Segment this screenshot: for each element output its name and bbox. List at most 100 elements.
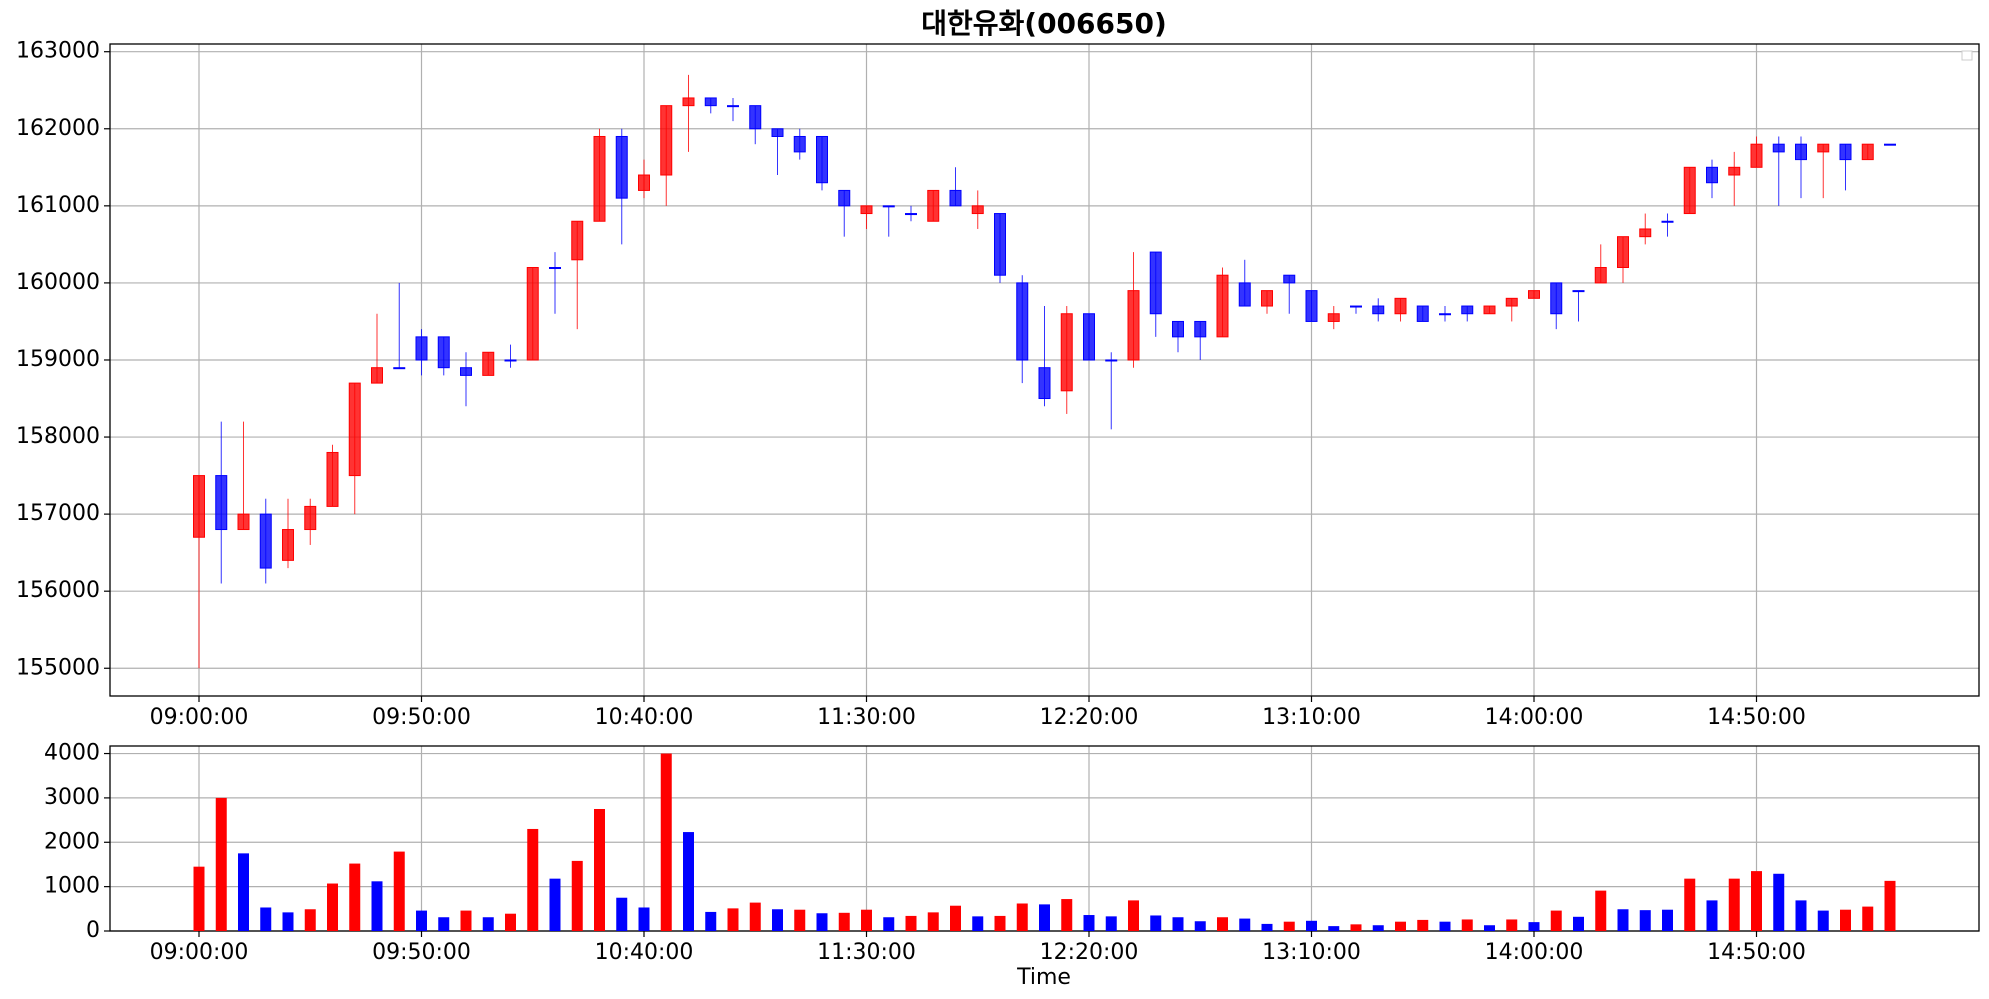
candle-body [1105, 359, 1118, 362]
volume-bar [727, 908, 739, 931]
candle-body [593, 135, 606, 222]
volume-bar [371, 881, 383, 931]
y-tick-label: 161000 [16, 193, 100, 218]
candle-body [1572, 290, 1585, 293]
volume-bar [1617, 909, 1629, 931]
candle-body [682, 97, 695, 107]
candle-body [949, 189, 962, 207]
candle-body [415, 336, 428, 361]
candle-body [1505, 297, 1518, 307]
volume-bar [1728, 878, 1740, 931]
candle-body [1083, 313, 1095, 361]
x-tick-label: 09:50:00 [372, 940, 471, 965]
x-tick-label: 14:00:00 [1485, 705, 1584, 730]
candle-body [1661, 220, 1674, 223]
candle-body [371, 367, 383, 384]
candle-body [1795, 143, 1807, 161]
candle-body [1038, 367, 1051, 400]
candle-body [1461, 305, 1474, 315]
candle-body [1172, 320, 1184, 338]
volume-bar [1817, 910, 1829, 931]
volume-bar [215, 797, 227, 931]
candle-body [549, 266, 561, 269]
y-tick-label: 159000 [16, 347, 100, 372]
candle-body [727, 105, 739, 108]
volume-bar [794, 909, 806, 931]
y-tick-label: 155000 [16, 655, 100, 680]
volume-bar [1150, 915, 1162, 931]
x-axis-label: Time [1016, 965, 1071, 990]
volume-bar [950, 905, 961, 931]
volume-bar [571, 860, 583, 931]
candle-body [615, 135, 628, 199]
volume-bar [1306, 920, 1317, 931]
volume-bar [1684, 878, 1696, 931]
x-tick-label: 14:50:00 [1707, 705, 1806, 730]
candle-body [1261, 290, 1273, 307]
candle-body [1839, 143, 1852, 161]
candle-body [1528, 290, 1540, 299]
candle-body [1550, 282, 1563, 315]
x-tick-label: 09:00:00 [150, 940, 249, 965]
volume-bar [772, 909, 783, 931]
candle-body [1483, 305, 1496, 315]
candle-body [1216, 274, 1229, 338]
candle-body [215, 475, 228, 531]
candle-body [994, 213, 1006, 276]
volume-bar [883, 917, 895, 931]
volume-bar [238, 853, 249, 931]
candle-body [504, 359, 517, 362]
candle-body [1283, 274, 1296, 284]
volume-bar [1795, 900, 1807, 931]
candle-body [1750, 143, 1763, 168]
candle-body [282, 529, 294, 561]
volume-bar [460, 910, 472, 931]
volume-bar [1395, 921, 1406, 931]
volume-bar [1461, 919, 1473, 931]
candle-body [1305, 290, 1318, 322]
candle-body [771, 128, 784, 137]
volume-bar [1039, 904, 1050, 931]
candle-body [749, 105, 762, 130]
candle-body [193, 475, 205, 538]
candle-body [259, 513, 272, 569]
volume-bar [1751, 871, 1762, 931]
candle-body [1639, 228, 1652, 238]
y-tick-label: 4000 [44, 741, 100, 766]
candle-body [704, 97, 717, 107]
candle-body [1416, 305, 1429, 322]
volume-bar [1662, 909, 1673, 931]
candle-body [927, 189, 940, 222]
volume-bar [1595, 890, 1607, 931]
legend-box [1961, 50, 1973, 61]
volume-bar [1350, 924, 1362, 931]
candle-body [882, 205, 895, 208]
volume-bar [505, 913, 516, 931]
volume-bar [1105, 916, 1117, 931]
candle-body [393, 367, 406, 370]
volume-bar [905, 915, 917, 931]
volume-bar [683, 832, 694, 931]
y-tick-label: 158000 [16, 424, 100, 449]
x-tick-label: 10:40:00 [595, 705, 694, 730]
candle-body [1594, 266, 1607, 284]
candle-body [1884, 143, 1896, 146]
volume-bar [838, 912, 850, 931]
candle-body [1016, 282, 1029, 361]
volume-bar [927, 912, 939, 931]
x-tick-label: 11:30:00 [817, 940, 916, 965]
x-tick-label: 09:00:00 [150, 705, 249, 730]
candle-body [526, 266, 539, 361]
volume-bar [1328, 926, 1340, 931]
volume-bar [1372, 925, 1384, 931]
candle-body [1861, 143, 1874, 161]
volume-bar [1573, 916, 1584, 931]
x-tick-label: 12:20:00 [1040, 705, 1139, 730]
volume-bar [616, 897, 628, 931]
volume-bar [994, 915, 1006, 931]
y-tick-label: 0 [86, 918, 100, 943]
y-tick-label: 163000 [16, 39, 100, 64]
volume-bar [1172, 917, 1184, 931]
volume-bar [1706, 900, 1718, 931]
candle-body [1127, 290, 1140, 361]
